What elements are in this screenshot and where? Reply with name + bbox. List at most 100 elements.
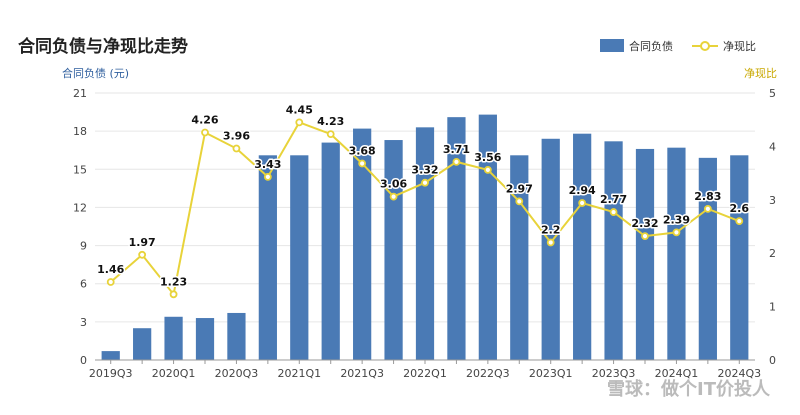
ratio-point	[483, 165, 492, 174]
ratio-data-label: 2.94	[569, 184, 596, 197]
left-tick-label: 12	[73, 201, 87, 214]
bar	[227, 312, 246, 360]
left-axis-ticks: 0 3 6 9 12 15 18 21	[73, 87, 87, 367]
bar	[164, 316, 183, 360]
x-tick-label: 2022Q3	[466, 367, 510, 380]
ratio-data-label: 3.68	[349, 144, 376, 157]
ratio-point	[703, 204, 712, 213]
left-tick-label: 0	[80, 354, 87, 367]
ratio-point	[546, 238, 555, 247]
bar	[573, 133, 592, 360]
bar	[698, 157, 717, 360]
legend-label-line: 净现比	[723, 39, 756, 53]
ratio-point	[421, 178, 429, 187]
ratio-data-label: 3.71	[443, 143, 470, 156]
legend: 合同负债 净现比	[600, 39, 756, 53]
ratio-data-label: 2.6	[730, 202, 750, 215]
ratio-data-label: 2.97	[506, 182, 533, 195]
bar	[384, 140, 403, 360]
bar	[604, 141, 623, 360]
left-tick-label: 18	[73, 125, 87, 138]
bar	[667, 147, 686, 360]
x-tick-label: 2023Q3	[592, 367, 636, 380]
bar	[730, 155, 749, 360]
right-axis-ticks: 0 1 2 3 4 5	[769, 87, 776, 367]
left-axis-title: 合同负债 (元)	[62, 66, 129, 80]
bar	[353, 128, 372, 360]
x-tick-label: 2024Q3	[717, 367, 761, 380]
ratio-data-label: 3.56	[474, 151, 501, 164]
ratio-point	[263, 172, 272, 181]
bar	[133, 328, 152, 360]
line-series	[106, 118, 744, 299]
chart-title: 合同负债与净现比走势	[18, 36, 188, 57]
bar	[478, 114, 497, 360]
ratio-data-label: 4.26	[191, 114, 218, 127]
ratio-point	[295, 118, 304, 127]
ratio-point	[515, 197, 524, 206]
x-tick-label: 2023Q1	[529, 367, 573, 380]
ratio-point	[735, 217, 744, 226]
right-tick-label: 5	[769, 87, 776, 100]
ratio-point	[326, 130, 335, 139]
x-tick-label: 2020Q1	[152, 367, 196, 380]
ratio-data-label: 4.23	[317, 115, 344, 128]
ratio-data-label: 2.39	[663, 213, 690, 226]
ratio-data-label: 4.45	[286, 103, 313, 116]
left-tick-label: 21	[73, 87, 87, 100]
right-tick-label: 0	[769, 354, 776, 367]
ratio-data-label: 3.06	[380, 178, 407, 191]
left-tick-label: 6	[80, 278, 87, 291]
bar	[321, 142, 340, 360]
left-tick-label: 15	[73, 163, 87, 176]
x-tick-label: 2024Q1	[655, 367, 699, 380]
ratio-point	[389, 192, 398, 201]
ratio-data-label: 3.96	[223, 130, 250, 143]
ratio-data-label: 2.77	[600, 193, 627, 206]
ratio-point	[452, 157, 461, 166]
legend-swatch-bar	[600, 39, 624, 52]
right-tick-label: 2	[769, 247, 776, 260]
bar	[635, 148, 655, 360]
x-axis-ticks: 2019Q3 2020Q1 2020Q3 2021Q1 2021Q3 2022Q1 2022…	[89, 360, 761, 380]
ratio-point	[169, 290, 178, 299]
x-tick-label: 2020Q3	[215, 367, 259, 380]
bar-series	[101, 114, 749, 361]
bar	[447, 117, 466, 361]
ratio-point	[358, 159, 367, 168]
ratio-data-label: 1.46	[97, 263, 124, 276]
ratio-point	[641, 232, 649, 241]
ratio-point	[106, 278, 115, 286]
left-tick-label: 9	[80, 240, 87, 253]
legend-marker-line	[700, 41, 710, 51]
x-tick-label: 2022Q1	[403, 367, 447, 380]
bar	[195, 318, 215, 360]
ratio-data-label: 2.32	[631, 217, 658, 230]
ratio-data-label: 3.32	[411, 164, 438, 177]
ratio-data-label: 2.83	[694, 190, 721, 203]
ratio-data-label: 1.23	[160, 275, 187, 288]
ratio-point	[672, 228, 681, 237]
ratio-point	[609, 208, 618, 216]
left-tick-label: 3	[80, 316, 87, 329]
x-tick-label: 2019Q3	[89, 367, 133, 380]
bar	[541, 138, 560, 360]
right-tick-label: 3	[769, 194, 776, 207]
x-tick-label: 2021Q3	[340, 367, 384, 380]
bar	[258, 155, 277, 360]
ratio-data-label: 2.2	[541, 224, 561, 237]
ratio-data-label: 3.43	[254, 158, 281, 171]
ratio-point	[578, 199, 587, 207]
bar	[101, 351, 120, 360]
data-labels: 1.46 1.97 1.23 4.26 3.96 3.43 4.45 4.23 3.68 3.06…	[96, 102, 751, 290]
right-axis-title: 净现比	[744, 66, 777, 80]
ratio-data-label: 1.97	[129, 236, 156, 249]
legend-label-bar: 合同负债	[629, 39, 673, 53]
ratio-point	[232, 144, 241, 153]
ratio-point	[201, 128, 209, 137]
ratio-point	[138, 250, 147, 259]
bar	[415, 127, 435, 360]
bar	[290, 155, 309, 360]
x-tick-label: 2021Q1	[277, 367, 321, 380]
